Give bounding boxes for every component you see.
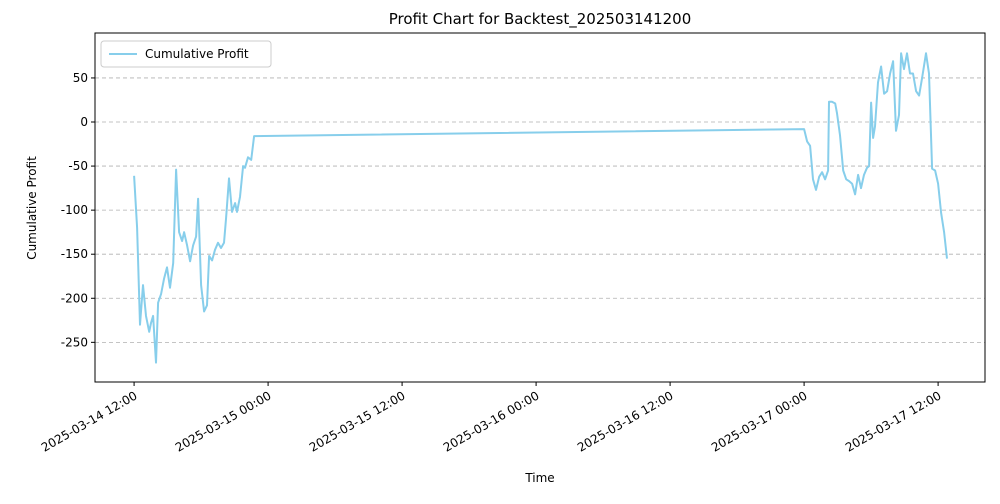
y-tick-label: 50 — [73, 71, 88, 85]
y-axis-label: Cumulative Profit — [25, 156, 39, 260]
x-tick-label: 2025-03-15 00:00 — [173, 388, 274, 454]
y-tick-label: -100 — [61, 203, 88, 217]
x-tick-label: 2025-03-17 00:00 — [709, 388, 810, 454]
y-tick-label: 0 — [80, 115, 88, 129]
x-tick-label: 2025-03-14 12:00 — [39, 388, 140, 454]
chart-title: Profit Chart for Backtest_202503141200 — [389, 10, 692, 29]
legend-label: Cumulative Profit — [145, 47, 249, 61]
plot-frame — [94, 32, 986, 383]
x-tick-label: 2025-03-16 00:00 — [441, 388, 542, 454]
legend: Cumulative Profit — [100, 40, 272, 68]
y-tick-label: -50 — [68, 159, 88, 173]
x-axis-label: Time — [524, 471, 554, 485]
x-tick-label: 2025-03-16 12:00 — [575, 388, 676, 454]
x-tick-label: 2025-03-17 12:00 — [843, 388, 944, 454]
y-tick-label: -250 — [61, 335, 88, 349]
series-line — [133, 52, 948, 364]
y-tick-label: -200 — [61, 291, 88, 305]
x-tick-label: 2025-03-15 12:00 — [307, 388, 408, 454]
legend-box — [100, 40, 272, 68]
y-tick-label: -150 — [61, 247, 88, 261]
